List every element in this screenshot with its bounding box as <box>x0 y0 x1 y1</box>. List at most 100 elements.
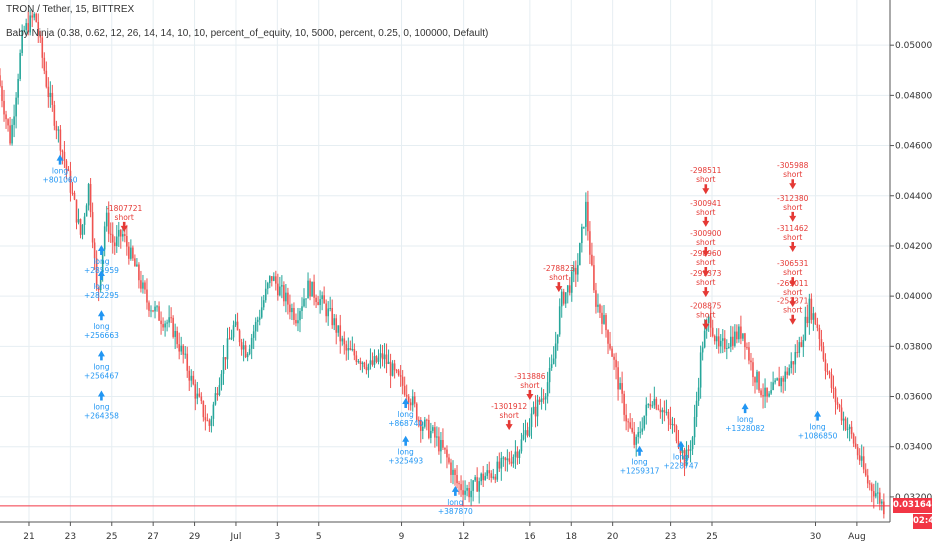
candle-body <box>609 343 611 349</box>
candle-body <box>464 490 466 495</box>
candle-body <box>597 304 599 307</box>
candle-body <box>572 267 575 272</box>
symbol-title[interactable]: TRON / Tether, 15, BITTREX <box>6 4 135 15</box>
candle-body <box>506 458 509 461</box>
candle-body <box>154 306 156 312</box>
candle-body <box>522 434 525 440</box>
short-signal-label: -208875 <box>690 302 722 311</box>
candle-body <box>194 384 197 399</box>
candle-body <box>655 398 658 409</box>
candle-body <box>452 469 454 475</box>
candle-body <box>657 408 660 410</box>
candle-body <box>577 265 579 275</box>
candle-body <box>868 483 871 485</box>
candle-body <box>818 327 821 340</box>
candle-body <box>601 312 603 324</box>
x-tick-label: 12 <box>458 532 469 542</box>
short-signal-label: short <box>696 208 715 217</box>
short-signal-label: -298960 <box>690 249 722 258</box>
candle-body <box>178 344 180 352</box>
candle-body <box>766 387 768 397</box>
candle-body <box>99 274 102 291</box>
candle-body <box>860 456 863 461</box>
candle-body <box>417 419 420 421</box>
candle-body <box>800 342 803 348</box>
candle-body <box>216 393 219 395</box>
short-signal-label: short <box>696 311 715 320</box>
candle-body <box>534 406 537 417</box>
x-tick-label: 29 <box>189 532 201 542</box>
candle-body <box>448 457 450 463</box>
candle-body <box>603 315 605 324</box>
candle-body <box>621 383 623 394</box>
candle-body <box>734 331 736 346</box>
candle-body <box>558 306 561 335</box>
candle-body <box>222 357 225 374</box>
long-signal-label: long <box>737 415 753 424</box>
candle-body <box>39 34 42 38</box>
candle-body <box>91 212 94 243</box>
candle-body <box>564 292 567 304</box>
candle-body <box>355 355 358 362</box>
candle-body <box>723 338 726 349</box>
candle-body <box>673 423 676 426</box>
candle-body <box>242 345 245 350</box>
indicator-legend[interactable]: Baby Ninja (0.38, 0.62, 12, 26, 14, 14, … <box>6 28 489 39</box>
candle-body <box>647 404 650 406</box>
candle-body <box>444 447 446 450</box>
candle-body <box>798 342 801 353</box>
candle-body <box>850 426 853 435</box>
candle-body <box>796 352 799 354</box>
candle-body <box>438 436 440 452</box>
candle-body <box>421 426 424 431</box>
x-tick-label: Aug <box>848 532 866 542</box>
candle-body <box>492 476 495 478</box>
candle-body <box>1 86 3 101</box>
short-signal-label: short <box>500 411 519 420</box>
candle-body <box>689 449 692 451</box>
long-signal: long+325493 <box>388 435 423 466</box>
short-signal-label: short <box>783 170 802 179</box>
x-tick-label: 5 <box>316 532 322 542</box>
candle-body <box>37 21 40 35</box>
candle-body <box>409 402 412 406</box>
candle-body <box>45 70 48 87</box>
candle-body <box>556 334 559 344</box>
candle-body <box>806 316 809 324</box>
short-signal-label: -312380 <box>777 194 809 203</box>
candle-body <box>639 431 642 433</box>
candle-body <box>254 321 257 332</box>
candle-body <box>579 243 581 266</box>
candle-body <box>21 29 23 53</box>
candle-body <box>337 325 340 333</box>
candle-body <box>726 348 728 350</box>
long-arrow-icon <box>97 390 105 401</box>
candle-body <box>89 184 92 213</box>
candle-body <box>591 254 593 266</box>
candle-body <box>552 358 555 365</box>
candle-body <box>526 430 529 436</box>
candle-body <box>5 114 7 120</box>
candle-body <box>277 283 279 296</box>
candle-body <box>651 405 654 407</box>
short-arrow-icon <box>789 211 797 222</box>
candle-body <box>667 411 670 419</box>
short-arrow-icon <box>555 282 563 293</box>
candle-body <box>130 247 132 259</box>
candle-body <box>776 378 778 381</box>
candle-body <box>605 315 607 331</box>
candle-body <box>856 447 859 456</box>
candle-body <box>764 387 766 397</box>
candle-body <box>446 449 448 458</box>
candle-body <box>285 292 287 302</box>
short-arrow-icon <box>789 297 797 308</box>
candle-body <box>53 104 56 126</box>
candle-body <box>617 367 619 390</box>
candle-body <box>164 323 166 328</box>
candle-body <box>426 419 428 421</box>
